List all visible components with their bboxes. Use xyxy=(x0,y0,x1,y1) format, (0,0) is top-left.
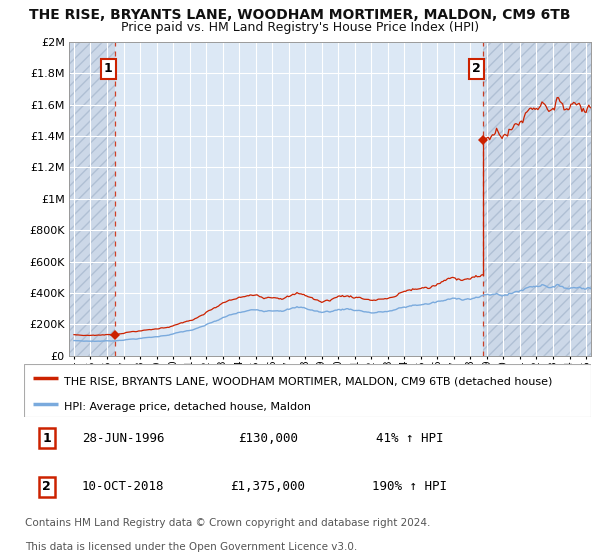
Text: £130,000: £130,000 xyxy=(238,432,298,445)
Text: 1: 1 xyxy=(43,432,51,445)
Bar xyxy=(69,42,115,356)
Text: 41% ↑ HPI: 41% ↑ HPI xyxy=(376,432,443,445)
Bar xyxy=(483,42,591,356)
Text: THE RISE, BRYANTS LANE, WOODHAM MORTIMER, MALDON, CM9 6TB (detached house): THE RISE, BRYANTS LANE, WOODHAM MORTIMER… xyxy=(64,376,552,386)
Text: 2: 2 xyxy=(472,62,481,76)
Text: 28-JUN-1996: 28-JUN-1996 xyxy=(82,432,164,445)
Text: Price paid vs. HM Land Registry's House Price Index (HPI): Price paid vs. HM Land Registry's House … xyxy=(121,21,479,34)
Text: This data is licensed under the Open Government Licence v3.0.: This data is licensed under the Open Gov… xyxy=(25,542,358,552)
Text: £1,375,000: £1,375,000 xyxy=(230,480,305,493)
Text: 2: 2 xyxy=(43,480,51,493)
FancyBboxPatch shape xyxy=(24,364,591,417)
Text: 10-OCT-2018: 10-OCT-2018 xyxy=(82,480,164,493)
Text: 1: 1 xyxy=(104,62,113,76)
Text: 190% ↑ HPI: 190% ↑ HPI xyxy=(372,480,447,493)
Text: THE RISE, BRYANTS LANE, WOODHAM MORTIMER, MALDON, CM9 6TB: THE RISE, BRYANTS LANE, WOODHAM MORTIMER… xyxy=(29,8,571,22)
Text: Contains HM Land Registry data © Crown copyright and database right 2024.: Contains HM Land Registry data © Crown c… xyxy=(25,517,431,528)
Text: HPI: Average price, detached house, Maldon: HPI: Average price, detached house, Mald… xyxy=(64,402,311,412)
